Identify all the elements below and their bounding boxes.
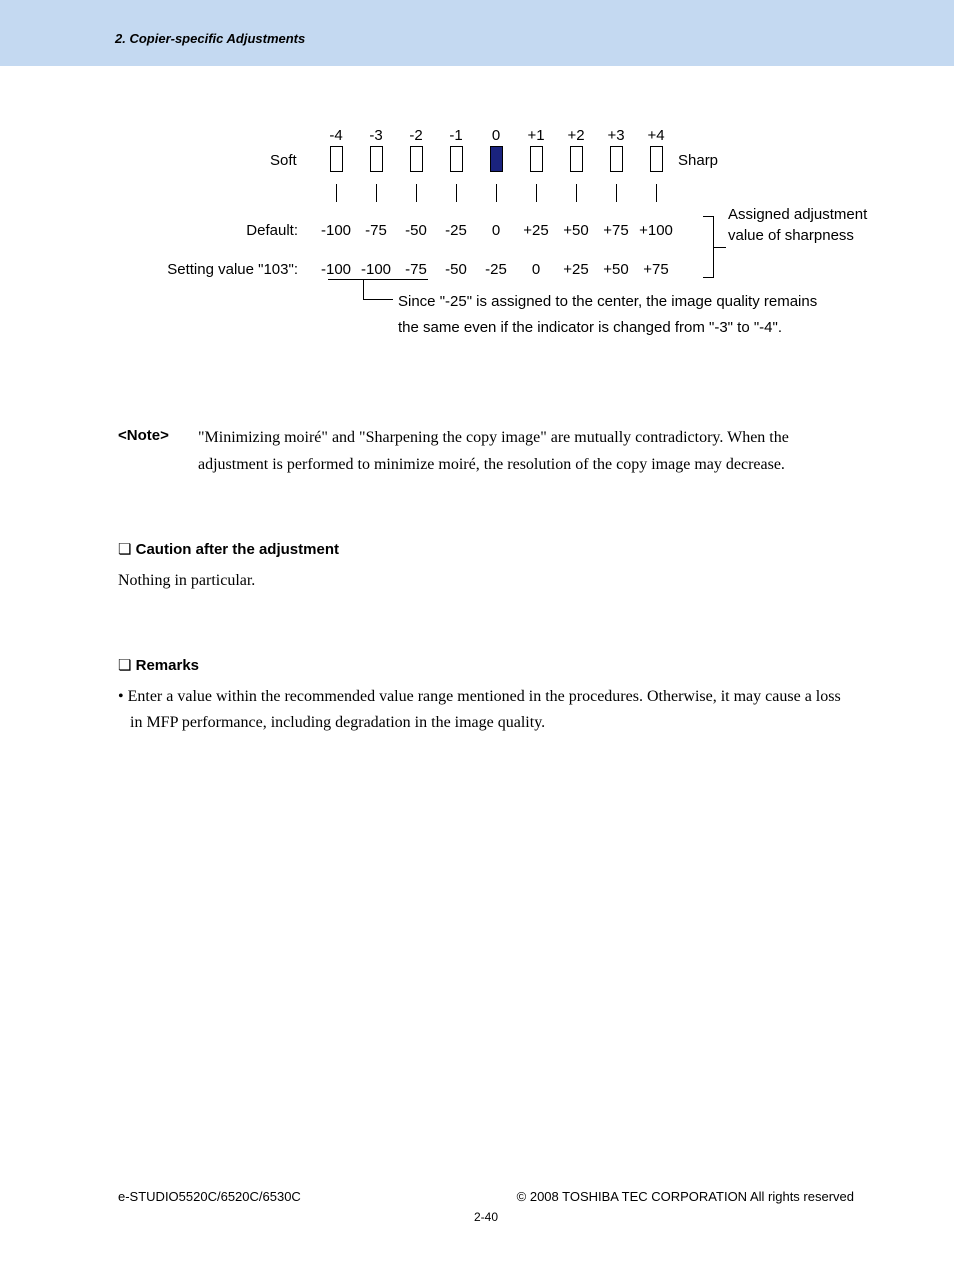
scale-labels-row: -4-3-2-10+1+2+3+4 <box>316 124 676 148</box>
footer-line: e-STUDIO5520C/6520C/6530C © 2008 TOSHIBA… <box>118 1189 854 1204</box>
tick-row <box>316 184 676 210</box>
default-values-row: -100-75-50-250+25+50+75+100 <box>316 219 676 243</box>
note-label: <Note> <box>118 424 198 478</box>
connector-horizontal <box>363 299 393 300</box>
soft-label: Soft <box>270 149 297 173</box>
note-block: <Note> "Minimizing moiré" and "Sharpenin… <box>118 424 854 478</box>
indicator-box <box>450 146 463 172</box>
default-value: +25 <box>516 219 556 243</box>
default-value: -50 <box>396 219 436 243</box>
underline-decoration <box>328 279 428 280</box>
indicator-box <box>530 146 543 172</box>
indicator-box <box>490 146 503 172</box>
scale-label: -4 <box>316 124 356 148</box>
tick-mark <box>576 184 577 202</box>
scale-label: +1 <box>516 124 556 148</box>
tick-mark <box>376 184 377 202</box>
scale-label: +3 <box>596 124 636 148</box>
setting-value: -50 <box>436 258 476 282</box>
setting-value: +25 <box>556 258 596 282</box>
tick-mark <box>336 184 337 202</box>
default-value: +100 <box>636 219 676 243</box>
scale-label: +2 <box>556 124 596 148</box>
indicator-box <box>650 146 663 172</box>
indicator-box <box>410 146 423 172</box>
default-row-label: Default: <box>138 219 298 243</box>
default-value: 0 <box>476 219 516 243</box>
sharpness-diagram: -4-3-2-10+1+2+3+4 Soft Sharp Default: -1… <box>138 106 854 396</box>
page-footer: e-STUDIO5520C/6520C/6530C © 2008 TOSHIBA… <box>0 1189 954 1224</box>
setting-value: 0 <box>516 258 556 282</box>
caution-body: Nothing in particular. <box>118 568 854 594</box>
default-value: +75 <box>596 219 636 243</box>
scale-label: 0 <box>476 124 516 148</box>
bracket-decoration <box>694 216 714 278</box>
footer-page-number: 2-40 <box>118 1210 854 1224</box>
setting-row-label: Setting value "103": <box>138 258 298 282</box>
page-header: 2. Copier-specific Adjustments <box>0 0 954 66</box>
tick-mark <box>536 184 537 202</box>
remarks-body: • Enter a value within the recommended v… <box>118 684 854 735</box>
scale-label: -3 <box>356 124 396 148</box>
page-content: -4-3-2-10+1+2+3+4 Soft Sharp Default: -1… <box>0 66 954 735</box>
indicator-box <box>330 146 343 172</box>
indicator-box <box>370 146 383 172</box>
scale-label: -1 <box>436 124 476 148</box>
explanation-text: Since "-25" is assigned to the center, t… <box>398 289 828 342</box>
remarks-heading: Remarks <box>118 654 854 678</box>
bracket-annotation: Assigned adjustment value of sharpness <box>728 204 898 246</box>
scale-label: +4 <box>636 124 676 148</box>
default-value: -100 <box>316 219 356 243</box>
default-value: +50 <box>556 219 596 243</box>
connector-vertical <box>363 279 364 299</box>
tick-mark <box>496 184 497 202</box>
setting-value: +75 <box>636 258 676 282</box>
caution-heading: Caution after the adjustment <box>118 538 854 562</box>
tick-mark <box>416 184 417 202</box>
note-text: "Minimizing moiré" and "Sharpening the c… <box>198 424 854 478</box>
indicator-box <box>570 146 583 172</box>
remarks-section: Remarks • Enter a value within the recom… <box>118 654 854 735</box>
tick-mark <box>656 184 657 202</box>
default-value: -75 <box>356 219 396 243</box>
setting-value: +50 <box>596 258 636 282</box>
bracket-stem <box>714 247 726 248</box>
scale-label: -2 <box>396 124 436 148</box>
tick-mark <box>456 184 457 202</box>
caution-section: Caution after the adjustment Nothing in … <box>118 538 854 594</box>
footer-model: e-STUDIO5520C/6520C/6530C <box>118 1189 301 1204</box>
default-value: -25 <box>436 219 476 243</box>
sharp-label: Sharp <box>678 149 718 173</box>
indicator-box-row <box>316 146 676 172</box>
footer-copyright: © 2008 TOSHIBA TEC CORPORATION All right… <box>517 1189 854 1204</box>
tick-mark <box>616 184 617 202</box>
indicator-box <box>610 146 623 172</box>
setting-value: -25 <box>476 258 516 282</box>
header-title: 2. Copier-specific Adjustments <box>115 31 305 46</box>
